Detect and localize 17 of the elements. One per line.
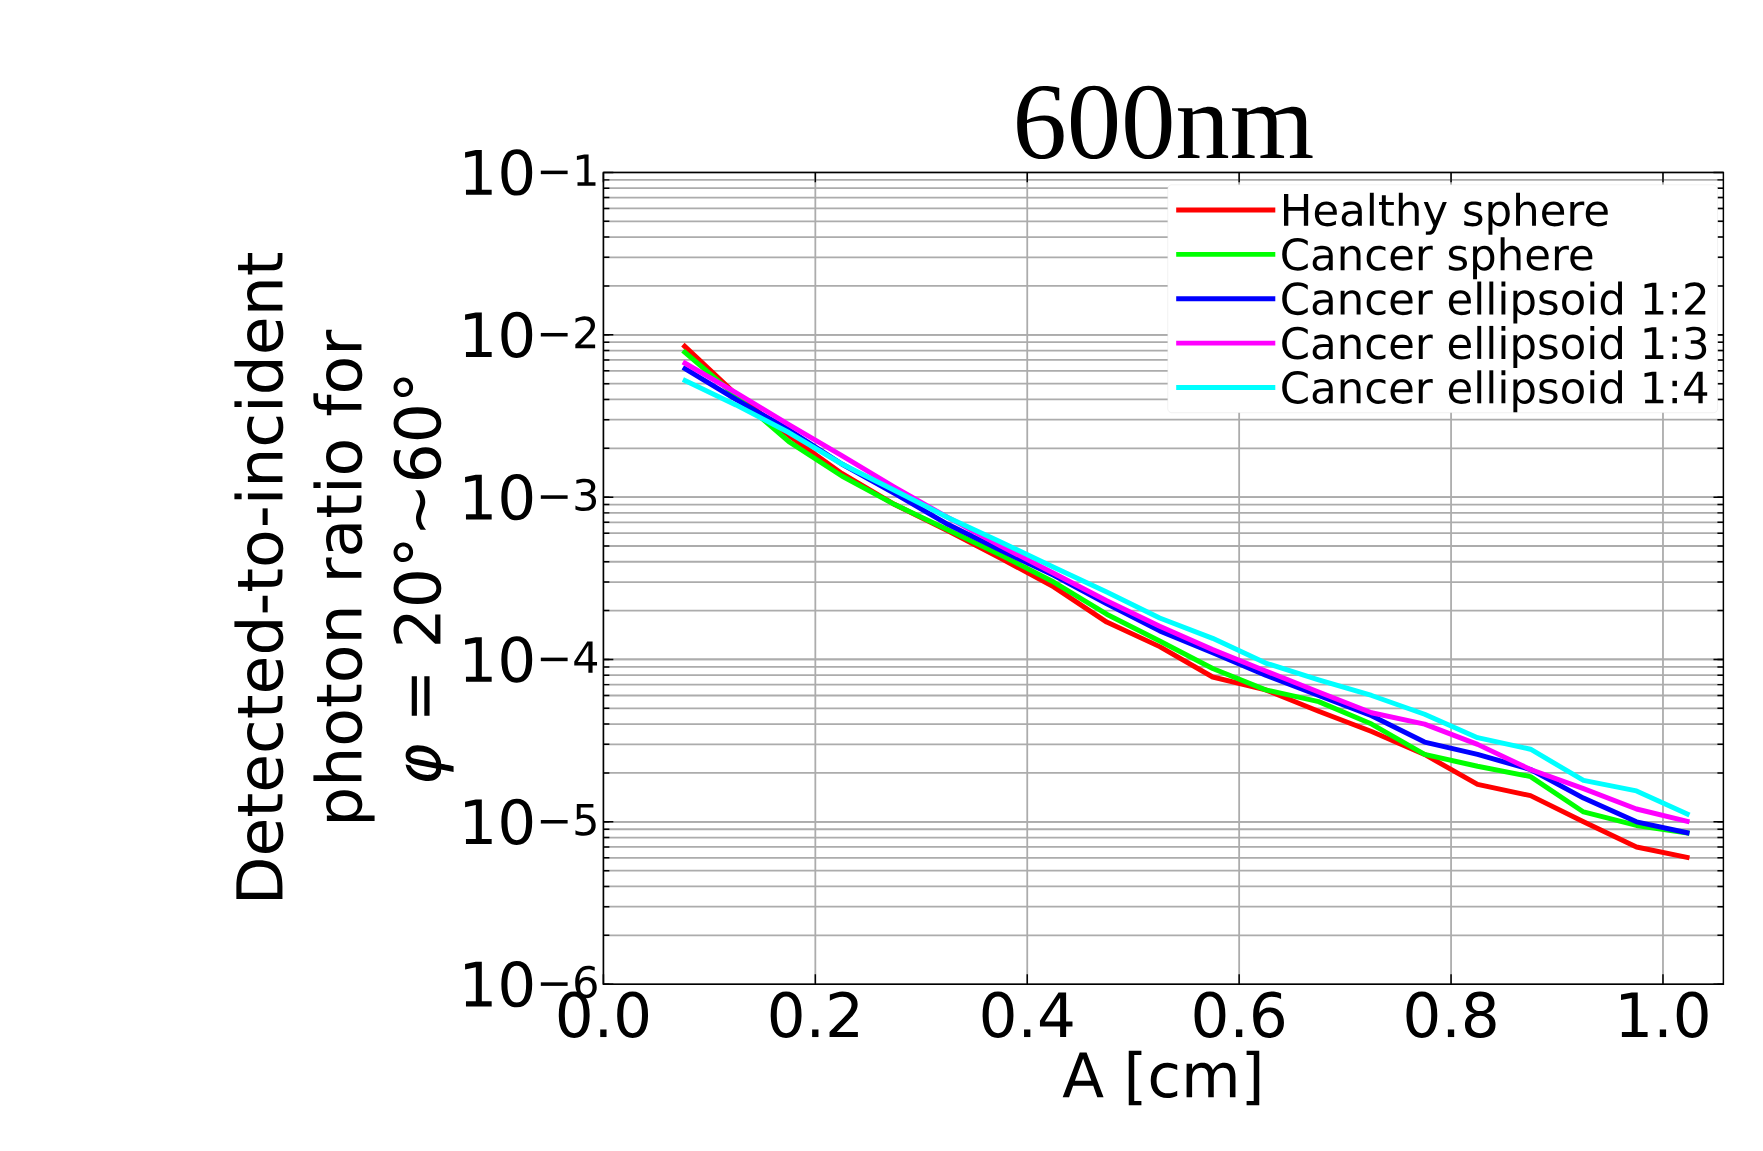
- x-tick-label: 0.8: [1406, 991, 1496, 1039]
- legend-label: Healthy sphere: [1284, 192, 1608, 235]
- y-tick-label: 10$^{−1}$: [465, 149, 596, 196]
- x-tick-label: 0.6: [1194, 991, 1284, 1039]
- legend-label: Cancer ellipsoid 1:2: [1282, 281, 1706, 324]
- x-axis-title: A [cm]: [1062, 1050, 1260, 1106]
- y-tick-label: 10$^{−3}$: [465, 474, 597, 521]
- legend-label: Cancer ellipsoid 1:4: [1282, 370, 1708, 413]
- x-tick-label: 0.4: [982, 991, 1073, 1039]
- y-tick-label: 10$^{−4}$: [465, 636, 598, 683]
- x-tick-label: 0.2: [770, 991, 858, 1039]
- y-tick-label: 10$^{−2}$: [465, 311, 596, 359]
- legend-label: Cancer sphere: [1282, 237, 1593, 280]
- legend-label: Cancer ellipsoid 1:3: [1282, 326, 1707, 369]
- chart-title: 600nm: [1017, 85, 1313, 160]
- x-tick-label: 1.0: [1621, 991, 1708, 1039]
- y-tick-label: 10$^{−5}$: [465, 798, 596, 846]
